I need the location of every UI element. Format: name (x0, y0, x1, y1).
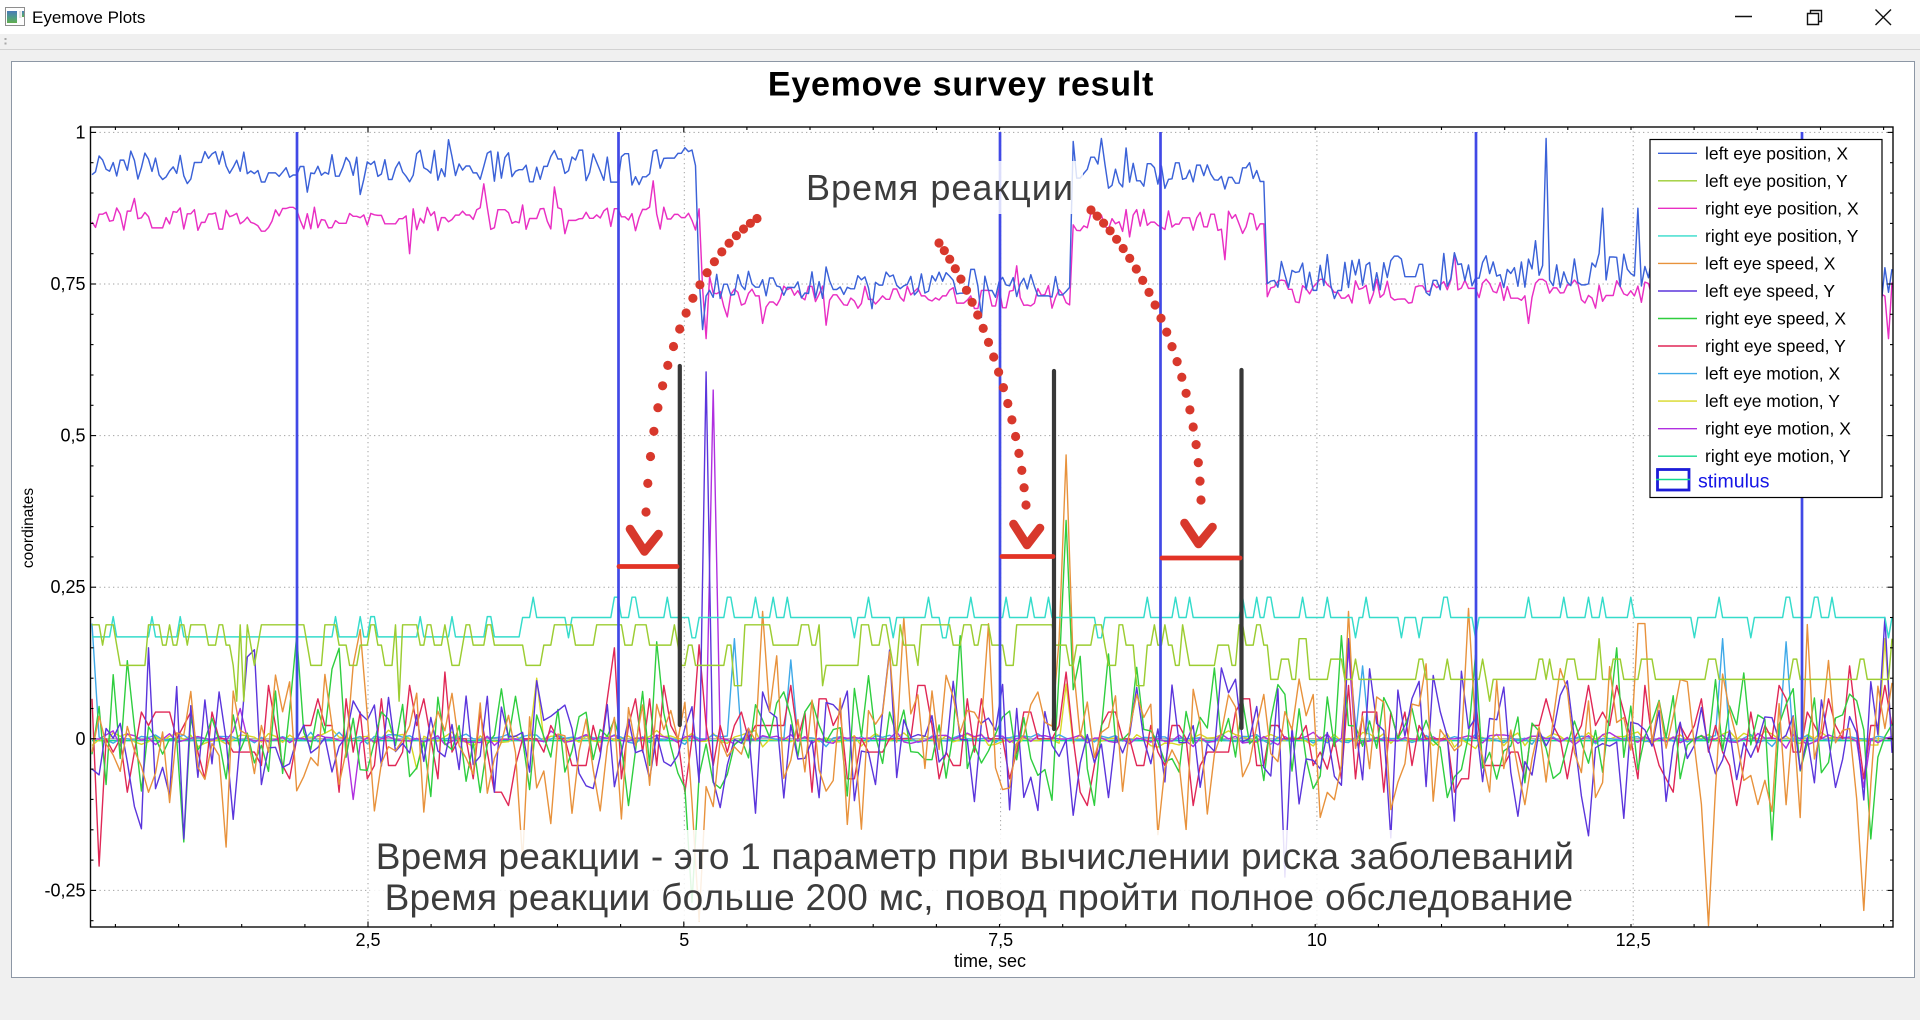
svg-text:5: 5 (679, 930, 689, 950)
svg-text:7,5: 7,5 (988, 930, 1013, 950)
svg-text:time, sec: time, sec (954, 951, 1026, 971)
svg-text:left eye motion, Y: left eye motion, Y (1705, 391, 1840, 411)
svg-text:right eye speed, Y: right eye speed, Y (1705, 336, 1846, 356)
svg-text:Eyemove Plots: Eyemove Plots (32, 8, 145, 27)
svg-text:left eye position, X: left eye position, X (1705, 143, 1848, 163)
svg-text:left eye position, Y: left eye position, Y (1705, 171, 1848, 191)
svg-text:right eye motion, Y: right eye motion, Y (1705, 446, 1851, 466)
svg-text:left eye motion, X: left eye motion, X (1705, 364, 1841, 384)
svg-text:right eye position, Y: right eye position, Y (1705, 226, 1859, 246)
svg-text:12,5: 12,5 (1616, 930, 1651, 950)
svg-text:0,75: 0,75 (50, 274, 85, 294)
svg-text:1: 1 (75, 122, 85, 142)
svg-text:left eye speed, X: left eye speed, X (1705, 253, 1836, 273)
svg-text:0,25: 0,25 (50, 577, 85, 597)
svg-text:right eye speed, X: right eye speed, X (1705, 309, 1846, 329)
svg-text:Время реакции: Время реакции (806, 167, 1074, 208)
svg-text:left eye speed, Y: left eye speed, Y (1705, 281, 1835, 301)
svg-text:10: 10 (1307, 930, 1327, 950)
svg-text:Eyemove survey result: Eyemove survey result (768, 66, 1154, 104)
svg-text:-0,25: -0,25 (44, 880, 85, 900)
svg-text:stimulus: stimulus (1698, 471, 1770, 493)
svg-text:0: 0 (75, 729, 85, 749)
svg-text:2,5: 2,5 (355, 930, 380, 950)
svg-text:coordinates: coordinates (20, 488, 37, 568)
svg-text:Время реакции - это 1 параметр: Время реакции - это 1 параметр при вычис… (376, 836, 1575, 877)
svg-text:right eye position, X: right eye position, X (1705, 198, 1859, 218)
svg-text:Время реакции больше 200 мс, п: Время реакции больше 200 мс, повод пройт… (385, 877, 1574, 918)
svg-text:0,5: 0,5 (60, 426, 85, 446)
svg-text:right eye motion, X: right eye motion, X (1705, 419, 1851, 439)
